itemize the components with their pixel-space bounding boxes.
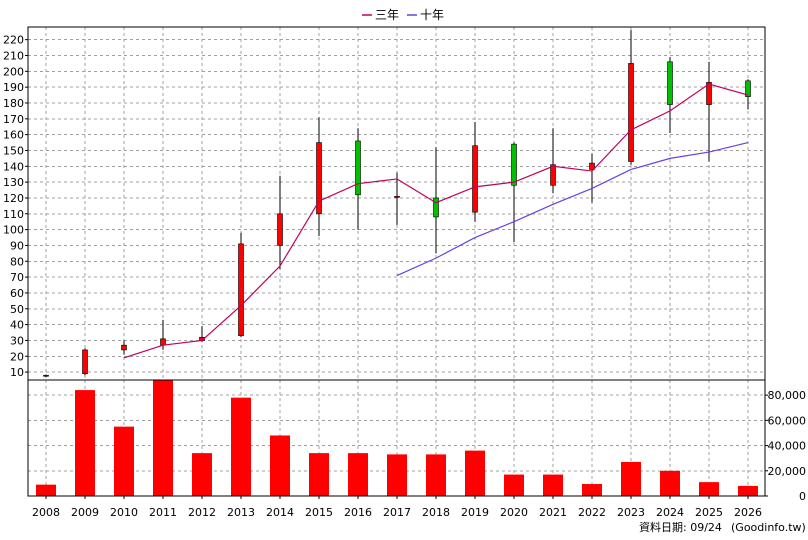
line-ma10 [396,141,749,277]
x-tick-label: 2010 [110,506,138,519]
volume-tick-label: 60,000 [768,414,807,427]
candle-body [121,344,127,351]
volume-bar [75,390,95,496]
volume-bar [270,435,290,496]
x-tick-label: 2020 [500,506,528,519]
x-tick-label: 2026 [734,506,762,519]
candle-body [745,80,751,97]
price-tick-label: 100 [3,224,24,237]
x-tick-label: 2017 [383,506,411,519]
x-axis-ticks: 2008 2009 2010 2011 2012 2013 2014 2015 2016 2017… [32,496,762,519]
price-tick-label: 190 [3,81,24,94]
line-ma3 [123,83,749,359]
volume-bar [660,470,680,496]
volume-bar [504,474,524,496]
price-tick-label: 130 [3,176,24,189]
price-tick-label: 70 [10,271,24,284]
price-tick-label: 220 [3,34,24,47]
legend-ma3-label: 三年 [375,8,399,22]
footer-date-label: 資料日期: 09/24 [639,520,722,534]
x-tick-label: 2016 [344,506,372,519]
price-tick-label: 110 [3,208,24,221]
x-tick-label: 2025 [695,506,723,519]
candle-body [316,142,322,215]
price-grid [28,27,765,380]
volume-bar [114,426,134,496]
volume-bar [36,484,56,496]
candle-body [238,243,244,336]
x-tick-label: 2023 [617,506,645,519]
volume-tick-label: 40,000 [768,440,807,453]
volume-bar [231,397,251,496]
price-tick-label: 40 [10,319,24,332]
volume-bar [465,450,485,496]
price-tick-label: 10 [10,366,24,379]
volume-bar [582,484,602,496]
price-tick-label: 90 [10,239,24,252]
x-tick-label: 2022 [578,506,606,519]
candle-body [667,61,673,105]
price-tick-label: 160 [3,129,24,142]
footer-source: (Goodinfo.tw) [731,521,806,534]
x-tick-label: 2013 [227,506,255,519]
x-tick-label: 2019 [461,506,489,519]
volume-tick-label: 20,000 [768,465,807,478]
price-tick-label: 210 [3,49,24,62]
price-tick-label: 80 [10,255,24,268]
price-tick-label: 140 [3,160,24,173]
candle-body [433,197,439,218]
candle-body [550,164,556,186]
candle-body [355,140,361,196]
price-tick-label: 50 [10,303,24,316]
price-tick-label: 120 [3,192,24,205]
x-tick-label: 2011 [149,506,177,519]
price-tick-label: 150 [3,144,24,157]
candle-body [160,338,166,346]
volume-tick-label: 0 [799,490,806,503]
volume-bar [309,453,329,496]
x-tick-label: 2014 [266,506,294,519]
price-tick-label: 170 [3,113,24,126]
candle-body [472,145,478,213]
candle-body [43,374,49,377]
price-tick-label: 20 [10,350,24,363]
x-tick-label: 2012 [188,506,216,519]
price-tick-label: 200 [3,65,24,78]
x-tick-label: 2021 [539,506,567,519]
volume-bar [426,454,446,496]
x-tick-label: 2024 [656,506,684,519]
volume-tick-label: 80,000 [768,389,807,402]
volume-bar [348,453,368,496]
volume-axis-ticks: 0 20,000 40,000 60,000 80,000 [765,389,806,503]
volume-bars [36,380,758,496]
x-tick-label: 2018 [422,506,450,519]
candlesticks [43,30,751,377]
candle-body [394,196,400,198]
candle-body [277,213,283,246]
volume-panel-frame [27,379,766,497]
candle-body [628,63,634,162]
price-tick-label: 180 [3,97,24,110]
volume-bar [543,474,563,496]
volume-bar [621,461,641,496]
volume-bar [738,485,758,496]
volume-bar [387,454,407,496]
legend-ma10-label: 十年 [420,8,444,22]
price-tick-label: 60 [10,287,24,300]
x-tick-label: 2015 [305,506,333,519]
x-tick-label: 2008 [32,506,60,519]
volume-bar [153,380,173,496]
legend: 三年 十年 [362,8,444,22]
x-tick-label: 2009 [71,506,99,519]
candle-body [589,162,595,170]
moving-average-lines [123,83,749,359]
price-axis-ticks: 10 20 30 40 50 60 70 80 90 100 110 120 130 140 150 160 1… [3,34,28,379]
volume-bar [699,482,719,496]
price-tick-label: 30 [10,334,24,347]
candle-body [511,143,517,186]
candle-body [706,82,712,105]
volume-bar [192,453,212,496]
candle-body [82,349,88,374]
